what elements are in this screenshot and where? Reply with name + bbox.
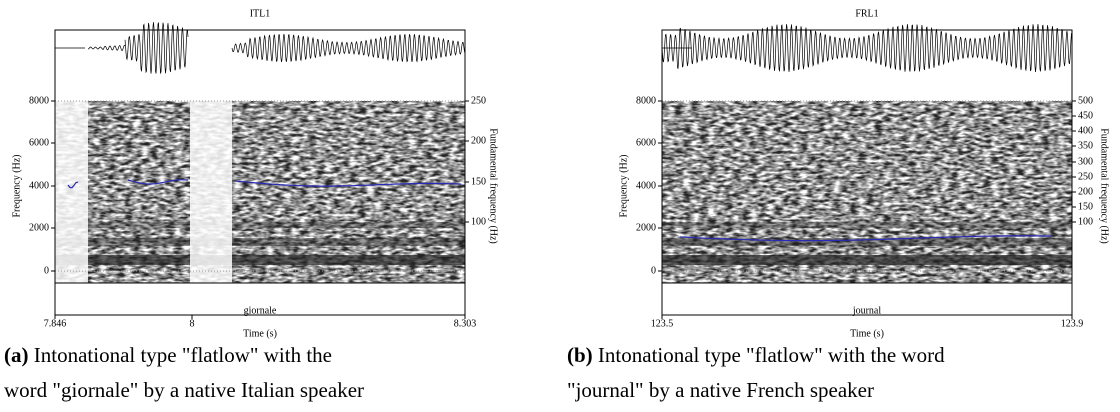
y2-tick-label: 100	[1078, 216, 1093, 227]
caption-tag: (b)	[567, 343, 593, 367]
caption: "journal" by a native French speaker	[567, 378, 874, 402]
y2-tick-label: 250	[1078, 171, 1093, 182]
y2-tick-label: 150	[1078, 201, 1093, 212]
x-axis-label: Time (s)	[850, 328, 884, 339]
formant-band	[662, 255, 1072, 265]
y2-tick-label: 200	[1078, 186, 1093, 197]
y-tick-label: 0	[44, 265, 49, 276]
silence	[190, 101, 232, 283]
y-tick-label: 0	[651, 265, 656, 276]
tier-word: journal	[852, 305, 882, 316]
caption: (a) Intonational type "flatlow" with the	[4, 343, 332, 367]
panel-title: FRL1	[855, 8, 878, 19]
spectrogram-noise	[55, 101, 465, 283]
y2-tick-label: 450	[1078, 110, 1093, 121]
y-tick-label: 2000	[29, 222, 49, 233]
x-tick-label: 8.303	[454, 318, 477, 329]
pitch-contour	[234, 180, 462, 187]
y-tick-label: 6000	[29, 137, 49, 148]
waveform	[124, 21, 189, 75]
y2-tick-label: 350	[1078, 140, 1093, 151]
panel-title: ITL1	[250, 8, 271, 19]
formant-band	[55, 238, 465, 246]
frame	[54, 29, 466, 316]
y2-tick-label: 250	[471, 95, 486, 106]
spectrogram-noise	[662, 101, 1072, 283]
tier-word: giornale	[244, 305, 277, 316]
pitch-contour	[67, 181, 79, 189]
waveform	[87, 44, 126, 52]
formant-band	[662, 238, 1072, 246]
x-tick-label: 123.5	[651, 318, 674, 329]
y-tick-label: 2000	[636, 222, 656, 233]
x-tick-label: 7.846	[44, 318, 67, 329]
y-tick-label: 4000	[636, 180, 656, 191]
y2-tick-label: 400	[1078, 125, 1093, 136]
y-axis-label: Frequency (Hz)	[618, 154, 629, 217]
pitch-contour	[679, 235, 1052, 242]
silence	[55, 101, 88, 283]
waveform	[661, 24, 1072, 73]
y-tick-label: 4000	[29, 180, 49, 191]
pitch-contour	[127, 179, 189, 185]
caption-text: Intonational type "flatlow" with the wor…	[593, 343, 945, 367]
formant-band	[55, 255, 465, 265]
y2-axis-label: Fundamental frequency (Hz)	[488, 128, 499, 244]
y-tick-label: 8000	[29, 95, 49, 106]
y-axis-label: Frequency (Hz)	[11, 154, 22, 217]
x-tick-label: 8	[190, 318, 195, 329]
frame	[661, 29, 1073, 316]
x-tick-label: 123.9	[1061, 318, 1084, 329]
y2-tick-label: 100	[471, 216, 486, 227]
x-axis-label: Time (s)	[243, 328, 277, 339]
y2-axis-label: Fundamental frequency (Hz)	[1099, 128, 1110, 244]
formant-band	[55, 222, 465, 228]
caption: (b) Intonational type "flatlow" with the…	[567, 343, 945, 367]
y-tick-label: 8000	[636, 95, 656, 106]
y2-tick-label: 500	[1078, 95, 1093, 106]
y-tick-label: 6000	[636, 137, 656, 148]
caption-tag: (a)	[4, 343, 29, 367]
y2-tick-label: 300	[1078, 156, 1093, 167]
caption-text: Intonational type "flatlow" with the	[29, 343, 333, 367]
formant-band	[662, 222, 1072, 228]
waveform	[231, 33, 466, 63]
y2-tick-label: 150	[471, 176, 486, 187]
y2-tick-label: 200	[471, 135, 486, 146]
caption: word "giornale" by a native Italian spea…	[4, 378, 364, 402]
